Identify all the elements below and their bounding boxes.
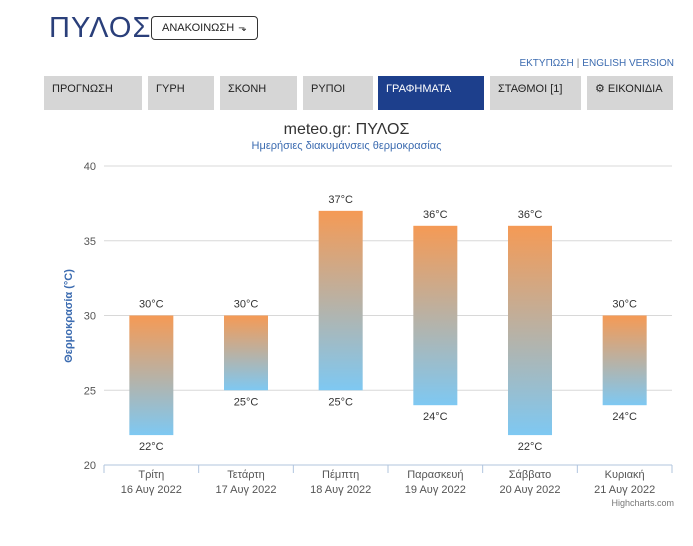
temperature-bar[interactable] xyxy=(224,315,268,391)
tab-forecast-label: ΠΡΟΓΝΩΣΗ xyxy=(52,83,113,95)
low-temp-label: 22°C xyxy=(518,441,543,453)
high-temp-label: 30°C xyxy=(139,299,164,311)
low-temp-label: 25°C xyxy=(234,396,259,408)
high-temp-label: 36°C xyxy=(518,209,543,221)
temperature-bar[interactable] xyxy=(129,315,174,436)
high-temp-label: 36°C xyxy=(423,209,448,221)
high-temp-label: 30°C xyxy=(612,299,637,311)
temperature-bar[interactable] xyxy=(413,225,458,406)
highcharts-credits[interactable]: Highcharts.com xyxy=(611,498,674,508)
x-tick-day: Πέμπτη xyxy=(322,469,359,481)
gear-icon: ⚙ xyxy=(595,83,605,95)
tab-forecast[interactable]: ΠΡΟΓΝΩΣΗ xyxy=(44,76,142,110)
x-tick-date: 21 Αυγ 2022 xyxy=(594,484,655,496)
print-link[interactable]: ΕΚΤΥΠΩΣΗ xyxy=(519,58,574,69)
y-tick-label: 30 xyxy=(84,311,96,323)
high-temp-label: 37°C xyxy=(328,194,353,206)
x-tick-date: 16 Αυγ 2022 xyxy=(121,484,182,496)
tab-stations-label: ΣΤΑΘΜΟΙ [1] xyxy=(498,83,563,95)
tab-pollutants-label: ΡΥΠΟΙ xyxy=(311,83,346,95)
x-tick-date: 19 Αυγ 2022 xyxy=(405,484,466,496)
tab-pollen-label: ΓΥΡΗ xyxy=(156,83,185,95)
tab-dust-label: ΣΚΟΝΗ xyxy=(228,83,267,95)
temperature-bar[interactable] xyxy=(602,315,647,406)
x-tick-day: Κυριακή xyxy=(605,469,645,481)
x-tick-date: 17 Αυγ 2022 xyxy=(215,484,276,496)
top-links: ΕΚΤΥΠΩΣΗ | ENGLISH VERSION xyxy=(519,58,674,69)
tab-graphs-label: ΓΡΑΦΗΜΑΤΑ xyxy=(386,83,452,95)
chart-subtitle: Ημερήσιες διακυμάνσεις θερμοκρασίας xyxy=(251,140,442,152)
tab-pollen[interactable]: ΓΥΡΗ xyxy=(148,76,214,110)
y-tick-label: 20 xyxy=(84,460,96,472)
announcement-label: ΑΝΑΚΟΙΝΩΣΗ xyxy=(162,22,235,34)
low-temp-label: 24°C xyxy=(612,411,637,423)
x-tick-day: Παρασκευή xyxy=(407,469,463,481)
x-tick-day: Τετάρτη xyxy=(227,469,265,481)
tab-stations[interactable]: ΣΤΑΘΜΟΙ [1] xyxy=(490,76,581,110)
high-temp-label: 30°C xyxy=(234,299,259,311)
y-tick-label: 40 xyxy=(84,161,96,173)
x-tick-date: 18 Αυγ 2022 xyxy=(310,484,371,496)
link-separator: | xyxy=(576,58,580,69)
tab-pollutants[interactable]: ΡΥΠΟΙ xyxy=(303,76,373,110)
tab-graphs[interactable]: ΓΡΑΦΗΜΑΤΑ xyxy=(378,76,484,110)
temperature-bar[interactable] xyxy=(318,210,363,391)
tab-icons[interactable]: ⚙ ΕΙΚΟΝΙΔΙΑ xyxy=(587,76,673,110)
tab-icons-label: ΕΙΚΟΝΙΔΙΑ xyxy=(607,83,663,95)
arrow-down-icon: ⬎ xyxy=(238,23,247,34)
y-axis-label: Θερμοκρασία (°C) xyxy=(63,269,75,363)
y-tick-label: 25 xyxy=(84,385,96,397)
x-tick-date: 20 Αυγ 2022 xyxy=(499,484,560,496)
english-version-link[interactable]: ENGLISH VERSION xyxy=(582,58,674,69)
x-tick-day: Σάββατο xyxy=(509,469,551,481)
x-tick-day: Τρίτη xyxy=(138,469,164,481)
chart-title: meteo.gr: ΠΥΛΟΣ xyxy=(283,121,410,138)
page-title: ΠΥΛΟΣ xyxy=(49,12,152,44)
y-tick-label: 35 xyxy=(84,236,96,248)
low-temp-label: 24°C xyxy=(423,411,448,423)
temperature-bar[interactable] xyxy=(508,225,552,436)
tab-dust[interactable]: ΣΚΟΝΗ xyxy=(220,76,297,110)
low-temp-label: 22°C xyxy=(139,441,164,453)
announcement-button[interactable]: ΑΝΑΚΟΙΝΩΣΗ ⬎ xyxy=(151,16,258,40)
low-temp-label: 25°C xyxy=(328,396,353,408)
